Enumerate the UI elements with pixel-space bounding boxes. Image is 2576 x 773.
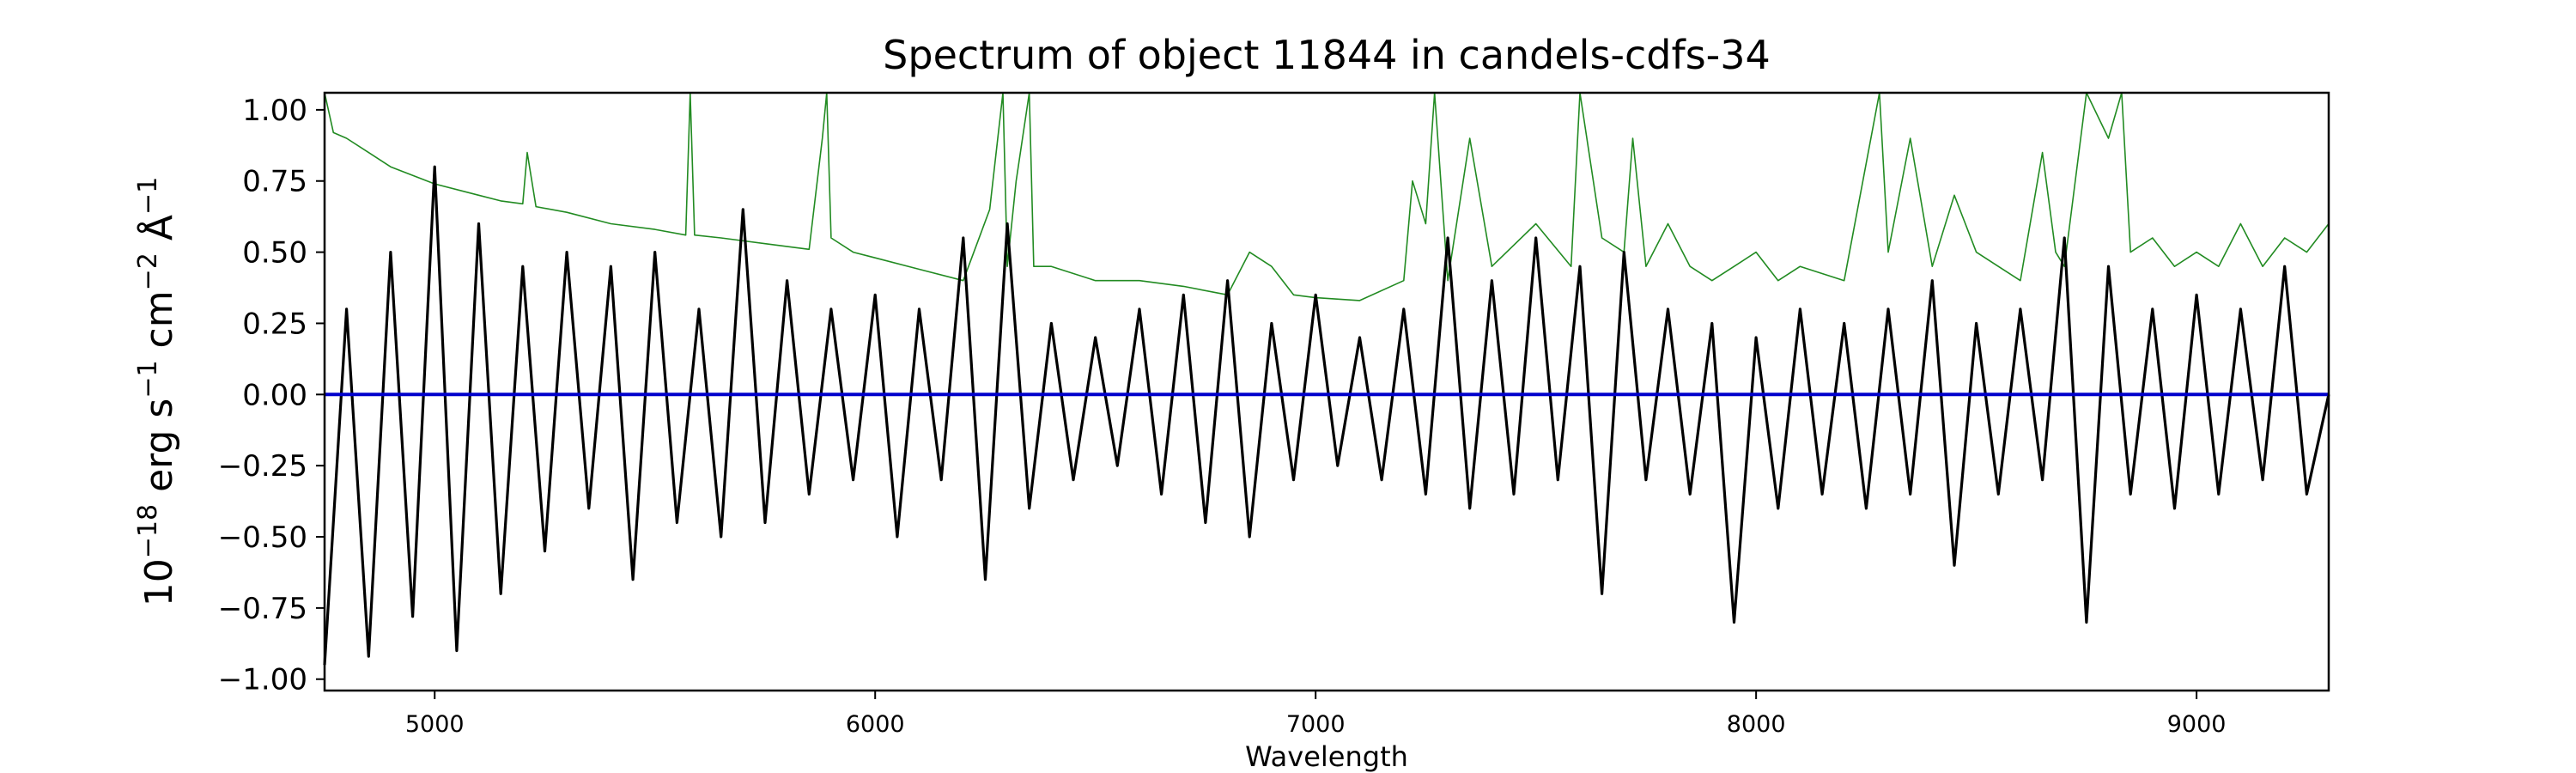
y-tick-label: 1.00 (242, 94, 307, 128)
x-tick-label: 7000 (1286, 711, 1346, 738)
y-label-unit-exp3: −1 (133, 177, 163, 215)
x-tick-label: 8000 (1727, 711, 1786, 738)
y-label-base: 10 (137, 558, 181, 606)
chart-title: Spectrum of object 11844 in candels-cdfs… (883, 32, 1771, 78)
y-axis: −1.00 −0.75 −0.50 −0.25 0.00 0.25 0.50 0.75 1.00 (218, 94, 325, 697)
y-label-unit2: cm (137, 290, 181, 348)
y-tick-label: −1.00 (218, 663, 307, 697)
y-label-unit3: Å (136, 215, 181, 240)
error-series-line (324, 92, 2330, 301)
plot-frame (323, 91, 2330, 692)
y-tick-label: 0.50 (242, 236, 307, 271)
y-tick-label: 0.25 (242, 307, 307, 341)
x-tick-label: 9000 (2167, 711, 2227, 738)
flux-series-layer (323, 165, 2330, 666)
y-label-unit-exp2: −2 (133, 253, 163, 290)
y-tick-label: −0.25 (218, 449, 307, 484)
y-tick-label: −0.75 (218, 592, 307, 626)
y-tick-label: 0.00 (242, 378, 307, 412)
y-tick-label: 0.75 (242, 165, 307, 199)
x-axis: 5000 6000 7000 8000 9000 (405, 691, 2227, 738)
error-series-layer (324, 92, 2330, 301)
flux-series-line (323, 165, 2330, 666)
plot-area (323, 91, 2330, 692)
y-axis-label: 10−18 erg s−1 cm−2 Å−1 (133, 177, 181, 606)
x-tick-label: 5000 (405, 711, 465, 738)
x-tick-label: 6000 (846, 711, 905, 738)
y-label-unit-exp1: −1 (133, 360, 163, 398)
x-axis-label: Wavelength (1245, 740, 1408, 773)
y-label-exp: −18 (133, 504, 163, 558)
y-tick-label: −0.50 (218, 520, 307, 555)
y-label-unit: erg s (137, 399, 181, 492)
